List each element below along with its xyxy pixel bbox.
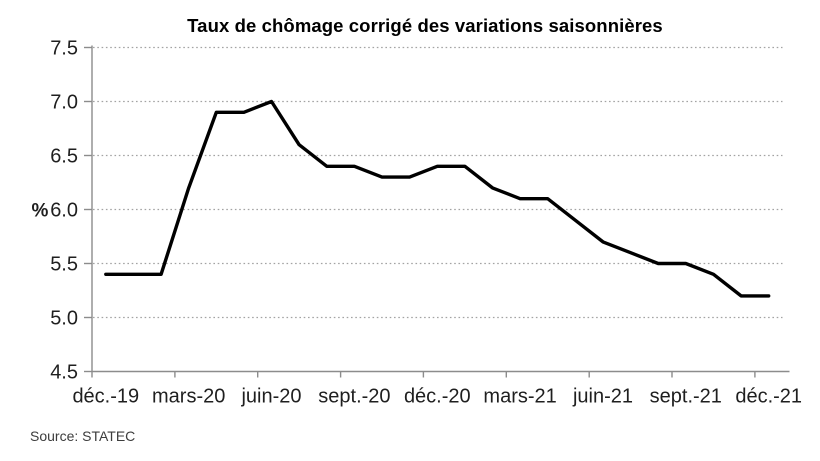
- y-tick-label: 6.0: [50, 200, 78, 222]
- x-tick-label: déc.-19: [72, 386, 139, 408]
- x-tick-label: juin-21: [572, 386, 633, 408]
- x-tick-label: sept.-20: [318, 386, 390, 408]
- y-tick-label: 7.0: [50, 92, 78, 114]
- y-tick-label: 5.5: [50, 254, 78, 276]
- x-tick-label: mars-20: [152, 386, 225, 408]
- x-tick-label: juin-20: [240, 386, 301, 408]
- y-tick-label: 6.5: [50, 146, 78, 168]
- chart-title: Taux de chômage corrigé des variations s…: [187, 15, 663, 36]
- x-tick-label: déc.-20: [404, 386, 471, 408]
- y-tick-label: 4.5: [50, 362, 78, 384]
- unemployment-rate-line: [104, 99, 771, 298]
- y-axis-title: %: [32, 201, 49, 222]
- y-tick-label: 5.0: [50, 308, 78, 330]
- x-tick-label: mars-21: [483, 386, 556, 408]
- x-tick-label: sept.-21: [650, 386, 722, 408]
- y-tick-label: 7.5: [50, 38, 78, 60]
- source-note: Source: STATEC: [30, 428, 136, 444]
- x-tick-label: déc.-21: [735, 386, 802, 408]
